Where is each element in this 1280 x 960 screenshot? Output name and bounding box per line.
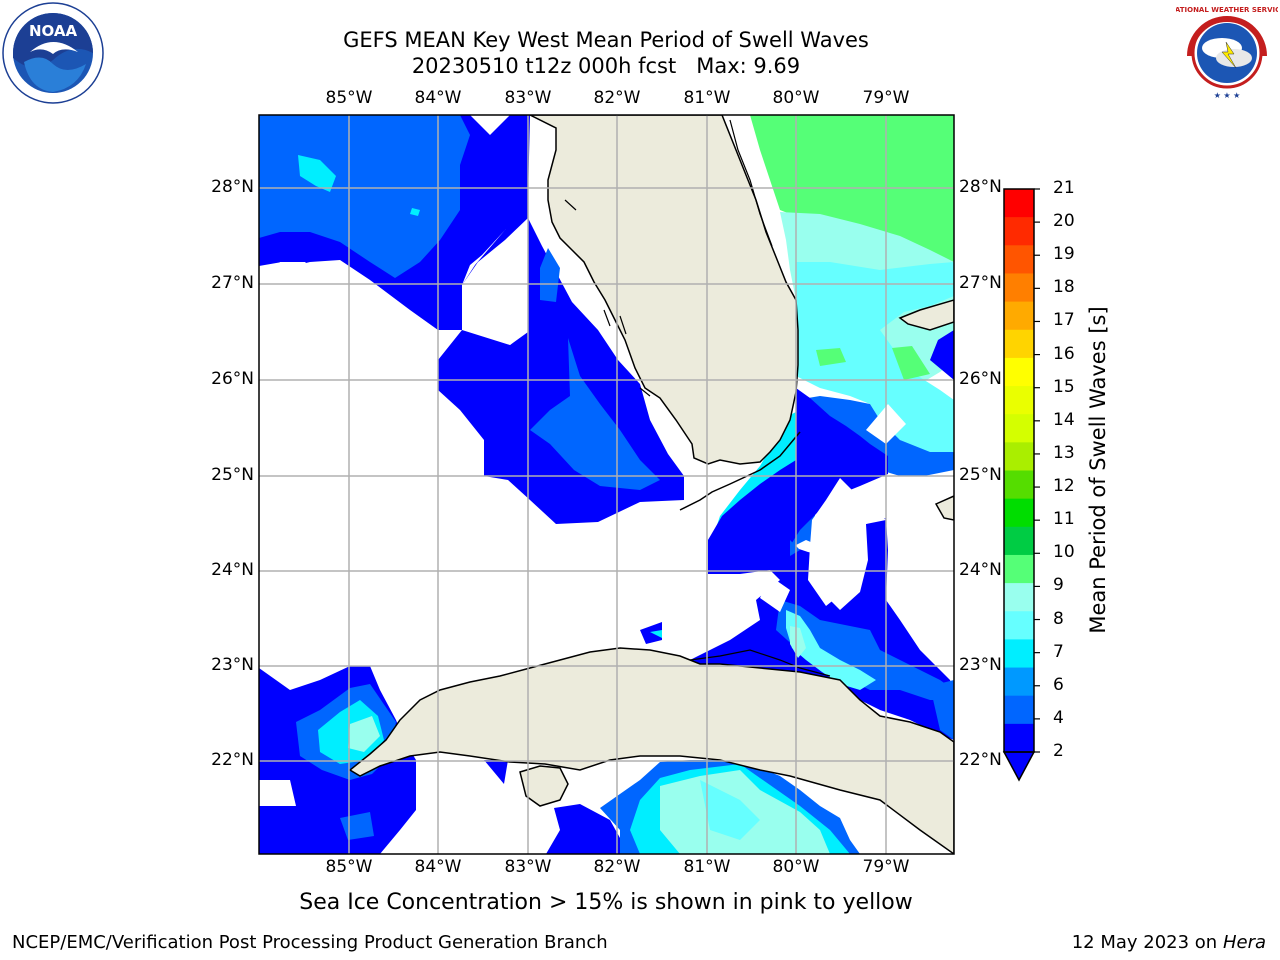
colorbar-segment	[1004, 667, 1034, 697]
colorbar-tick-label: 9	[1053, 575, 1064, 596]
cuba	[348, 647, 954, 854]
lon-tick-top: 83°W	[504, 88, 552, 108]
colorbar-segment	[1004, 695, 1034, 725]
florida-peninsula	[529, 115, 799, 465]
colorbar-segment	[1004, 329, 1034, 359]
lon-tick-top: 84°W	[414, 88, 462, 108]
lat-tick-right: 26°N	[959, 369, 1002, 389]
colorbar-segment	[1004, 442, 1034, 471]
lat-tick-right: 25°N	[959, 465, 1002, 485]
florida-west-coast-islands	[564, 199, 651, 397]
caribbean-swell-field	[259, 622, 860, 854]
noaa-logo-text: NOAA	[29, 22, 78, 40]
colorbar-segment	[1004, 301, 1034, 331]
colorbar-segment	[1004, 386, 1034, 415]
colorbar-tick-label: 6	[1053, 674, 1064, 695]
lon-tick-top: 85°W	[325, 88, 373, 108]
chart-title: GEFS MEAN Key West Mean Period of Swell …	[343, 28, 869, 52]
map-plot-area	[259, 115, 954, 854]
lat-tick-left: 24°N	[211, 560, 254, 580]
lon-tick-bottom: 81°W	[683, 857, 731, 877]
lon-tick-top: 80°W	[772, 88, 820, 108]
florida-east-coast-lagoon	[729, 119, 773, 247]
colorbar-segment	[1004, 498, 1034, 528]
colorbar-tick-label: 8	[1053, 608, 1064, 629]
colorbar	[1002, 188, 1040, 782]
lon-tick-bottom: 85°W	[325, 857, 373, 877]
colorbar-segment	[1004, 583, 1034, 612]
colorbar-segment	[1004, 470, 1034, 500]
colorbar-tick-label: 7	[1053, 641, 1064, 662]
colorbar-tick-label: 13	[1053, 442, 1075, 463]
colorbar-tick-label: 20	[1053, 211, 1075, 232]
lon-tick-bottom: 82°W	[593, 857, 641, 877]
colorbar-tick-label: 2	[1053, 741, 1064, 761]
chart-subtitle: 20230510 t12z 000h fcst Max: 9.69	[411, 54, 801, 78]
land	[348, 115, 954, 854]
colorbar-tick-label: 10	[1053, 542, 1075, 563]
colorbar-tick-label: 21	[1053, 178, 1075, 198]
lon-tick-top: 79°W	[862, 88, 910, 108]
colorbar-tick-label: 12	[1053, 476, 1075, 497]
lat-tick-left: 27°N	[211, 273, 254, 293]
bahamas-andros	[934, 495, 954, 521]
colorbar-segment	[1004, 723, 1034, 753]
lat-tick-right: 28°N	[959, 177, 1002, 197]
colorbar-tick-label: 17	[1053, 310, 1075, 331]
credit-text: NCEP/EMC/Verification Post Processing Pr…	[12, 932, 608, 953]
colorbar-tick-label: 14	[1053, 409, 1075, 430]
nws-logo-text: NATIONAL WEATHER SERVICE	[1176, 6, 1278, 14]
colorbar-tick-label: 15	[1053, 376, 1075, 397]
lon-tick-bottom: 84°W	[414, 857, 462, 877]
bahamas-grand	[898, 299, 954, 331]
nws-logo: NATIONAL WEATHER SERVICE ★ ★ ★	[1176, 3, 1278, 103]
colorbar-segment	[1004, 639, 1034, 669]
colorbar-segment	[1004, 189, 1034, 218]
colorbar-tick-label: 11	[1053, 509, 1075, 530]
colorbar-tick-label: 4	[1053, 707, 1064, 728]
map-frame	[258, 114, 955, 855]
lat-tick-left: 23°N	[211, 655, 254, 675]
lon-tick-bottom: 83°W	[504, 857, 552, 877]
colorbar-segment	[1004, 554, 1034, 584]
lat-tick-right: 27°N	[959, 273, 1002, 293]
colorbar-segment	[1004, 611, 1034, 640]
noaa-logo: NOAA	[2, 2, 104, 104]
host-name: Hera	[1222, 932, 1266, 953]
colorbar-label: Mean Period of Swell Waves [s]	[1086, 306, 1110, 634]
lat-tick-left: 28°N	[211, 177, 254, 197]
lon-tick-top: 81°W	[683, 88, 731, 108]
colorbar-frame	[1003, 188, 1035, 753]
lat-tick-left: 26°N	[211, 369, 254, 389]
lat-tick-left: 22°N	[211, 750, 254, 770]
lon-tick-bottom: 79°W	[862, 857, 910, 877]
colorbar-segment	[1004, 245, 1034, 274]
colorbar-tick-label: 18	[1053, 277, 1075, 298]
colorbar-segment	[1004, 526, 1034, 556]
lat-tick-right: 24°N	[959, 560, 1002, 580]
graticule	[259, 115, 954, 854]
lat-tick-left: 25°N	[211, 465, 254, 485]
colorbar-segment	[1004, 273, 1034, 303]
colorbar-tick-label: 19	[1053, 244, 1075, 265]
date-text: 12 May 2023 on Hera	[1072, 932, 1266, 953]
colorbar-segment	[1004, 414, 1034, 443]
colorbar-segment	[1004, 357, 1034, 387]
lon-tick-top: 82°W	[593, 88, 641, 108]
colorbar-extend-arrow	[1002, 751, 1036, 782]
cuba-north-cays	[689, 649, 831, 677]
date-value: 12 May 2023 on	[1071, 932, 1218, 953]
florida-keys	[679, 431, 801, 511]
colorbar-segment	[1004, 217, 1034, 246]
colorbar-tick-label: 16	[1053, 343, 1075, 364]
lat-tick-right: 22°N	[959, 750, 1002, 770]
lat-tick-right: 23°N	[959, 655, 1002, 675]
lon-tick-bottom: 80°W	[772, 857, 820, 877]
sea-ice-note: Sea Ice Concentration > 15% is shown in …	[299, 890, 913, 915]
svg-text:★ ★ ★: ★ ★ ★	[1214, 91, 1241, 100]
